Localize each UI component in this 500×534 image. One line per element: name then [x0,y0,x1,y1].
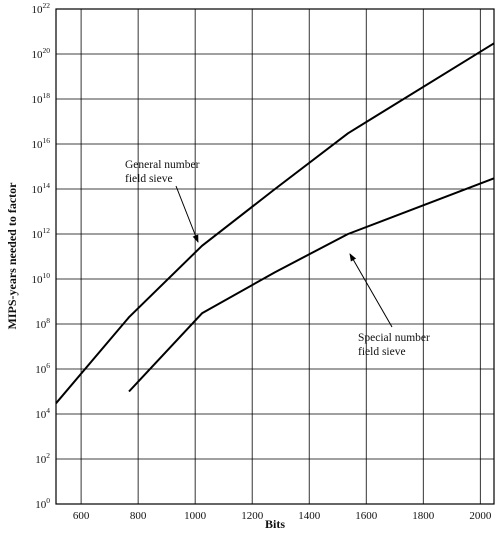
x-axis-label: Bits [265,517,285,531]
x-tick-label: 1000 [184,510,207,522]
x-tick-label: 2000 [469,510,492,522]
series-layer [55,42,495,404]
y-tick-label: 1016 [32,136,51,151]
y-tick-label: 104 [35,406,50,421]
y-tick-label: 1020 [32,46,51,61]
series-line-1 [55,42,495,404]
x-tick-label: 1800 [412,510,435,522]
y-tick-label: 106 [35,361,50,376]
y-tick-label: 108 [35,316,50,331]
y-tick-label: 102 [35,451,50,466]
plot-background [56,9,494,504]
y-tick-label: 1018 [32,91,51,106]
x-tick-label: 800 [130,510,147,522]
plot-frame [55,8,495,505]
x-tick-label: 600 [73,510,90,522]
annotation-label-1: General number field sieve [125,159,200,185]
y-tick-label: 1014 [32,181,51,196]
tick-labels: 600 800 1000 1200 1400 1600 1800 2000 100 102 104 1… [32,1,492,522]
y-tick-label: 1012 [32,226,51,241]
x-tick-label: 1400 [298,510,321,522]
annotations: General number field sieve Special number f… [125,159,430,358]
annotation-arrow-1 [175,185,199,243]
y-axis-label: MIPS-years needed to factor [5,182,19,330]
y-tick-label: 1010 [32,271,51,286]
series-line-2 [128,177,495,393]
annotation-arrow-2 [349,253,393,328]
y-tick-label: 100 [35,496,50,511]
annotation-label-2: Special number field sieve [358,332,430,358]
x-tick-label: 1600 [355,510,378,522]
x-tick-label: 1200 [241,510,264,522]
y-tick-label: 1022 [32,1,51,16]
